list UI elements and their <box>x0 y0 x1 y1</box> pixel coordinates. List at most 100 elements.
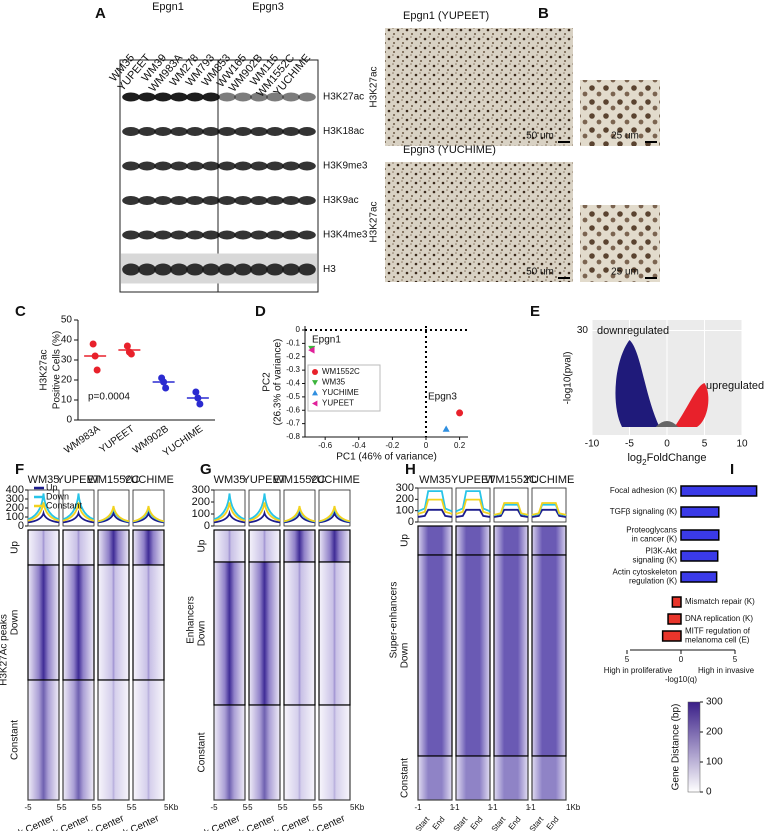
heatmap-block <box>455 525 491 556</box>
profile-line <box>283 505 316 523</box>
y-tick-label: 0 <box>204 520 210 532</box>
y-tick-label: 100 <box>396 505 414 517</box>
blot-band <box>282 263 300 276</box>
point <box>196 400 204 408</box>
x-tick-label: 5 <box>733 655 738 664</box>
x-label: Peak Center <box>1 813 57 831</box>
heatmap-block <box>417 525 453 556</box>
profile-line <box>27 509 60 524</box>
image-title: Epgn3 (YUCHIME) <box>403 144 496 156</box>
profile-line <box>62 493 95 521</box>
legend-label: Up <box>46 482 58 492</box>
blot-band <box>202 92 220 102</box>
bar <box>680 485 758 497</box>
profile-line <box>213 509 246 524</box>
category-label: Mismatch repair (K) <box>685 597 755 606</box>
x-label: Start <box>528 814 546 831</box>
x-edge-label: 1 <box>488 803 493 812</box>
y-tick-label: 200 <box>6 502 24 514</box>
blot-band <box>234 230 252 240</box>
bar <box>661 630 682 642</box>
x-edge-label: -1 <box>490 803 498 812</box>
blot-band <box>234 196 252 205</box>
x-tick-label: YUPEET <box>98 424 137 456</box>
blot-band <box>170 196 188 205</box>
blot-band <box>154 92 172 102</box>
blot-band <box>282 161 300 171</box>
heatmap-block <box>97 564 130 681</box>
blot-band <box>202 230 220 240</box>
ihc-image <box>385 28 573 146</box>
point <box>312 369 318 375</box>
sample-label: YUCHIME <box>123 474 174 486</box>
heatmap-block <box>531 525 567 556</box>
blot-band <box>186 263 204 276</box>
legend-box <box>307 364 381 412</box>
blot-band <box>138 196 156 205</box>
blot-band <box>186 161 204 171</box>
blot-band <box>154 263 172 276</box>
x-axis-label-part: 2 <box>642 458 647 467</box>
blot-band <box>186 230 204 240</box>
blot-band <box>266 127 284 136</box>
y-tick-label: 300 <box>6 493 24 505</box>
point <box>192 388 200 396</box>
sample-label: YUCHIME <box>309 474 360 486</box>
profile-line <box>132 505 165 523</box>
annotation: Epgn3 <box>428 392 457 403</box>
bar <box>680 506 720 518</box>
x-edge-label: -5 <box>94 803 102 812</box>
y-tick-label: -0.2 <box>286 352 300 361</box>
heatmap-block <box>248 704 281 801</box>
point <box>312 380 318 386</box>
x-label: End <box>545 815 561 831</box>
y-axis-label: H3K27ac <box>39 349 50 390</box>
blot-band <box>202 263 220 276</box>
blot-band <box>122 196 140 205</box>
point <box>89 340 97 348</box>
point <box>456 409 464 417</box>
sample-label: WM1552C <box>88 474 140 486</box>
x-edge-label: -5 <box>280 803 288 812</box>
x-axis-label-part: log <box>627 452 642 464</box>
group-label: Epgn1 <box>152 1 184 13</box>
y-tick-label: -0.6 <box>286 405 300 414</box>
legend-label: WM35 <box>322 378 346 387</box>
heatmap-block <box>318 561 351 706</box>
y-tick-label: 0 <box>18 520 24 532</box>
blot-band <box>122 127 140 136</box>
blot-band <box>234 127 252 136</box>
blot-band <box>234 161 252 171</box>
blot-band <box>122 230 140 240</box>
blot-band <box>202 161 220 171</box>
profile-line <box>97 509 130 524</box>
bar <box>667 613 682 625</box>
heatmap-block <box>132 564 165 681</box>
blot-band <box>234 92 252 102</box>
up-cloud <box>674 383 709 427</box>
group-label: Up <box>400 534 411 547</box>
blot-band <box>250 230 268 240</box>
y-tick-label: 200 <box>396 493 414 505</box>
x-edge-label: 5 <box>57 803 62 812</box>
heatmap-block <box>62 564 95 681</box>
heatmap-block <box>283 561 316 706</box>
x-tick-label: -0.4 <box>352 441 366 450</box>
bar <box>680 529 720 541</box>
x-edge-label: 5 <box>127 803 132 812</box>
blot-band <box>170 127 188 136</box>
blot-band <box>218 127 236 136</box>
profile-line <box>455 498 491 515</box>
sample-label: WM35 <box>28 474 60 486</box>
blot-band <box>202 196 220 205</box>
y-tick-label: 100 <box>6 511 24 523</box>
x-tick-label: 0.2 <box>454 441 466 450</box>
colorbar-tick-label: 200 <box>706 727 723 738</box>
heatmap-block <box>213 561 246 706</box>
blot-band <box>298 161 316 171</box>
category-label: melanoma cell (E) <box>685 636 750 645</box>
x-edge-label: -5 <box>210 803 218 812</box>
category-label: Actin cytoskeleton <box>613 568 677 577</box>
heatmap-block <box>283 704 316 801</box>
y-axis-label: PC2 <box>262 372 273 392</box>
